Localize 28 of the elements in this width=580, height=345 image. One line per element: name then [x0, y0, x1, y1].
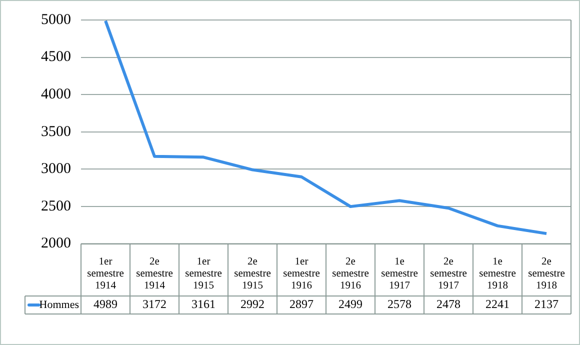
x-tick-label: 1e semestre 1917 [381, 256, 418, 292]
y-tick-label: 3500 [41, 124, 71, 140]
data-label: 2478 [436, 297, 460, 312]
y-tick-label: 5000 [41, 12, 71, 28]
x-tick-label: 2e semestre 1916 [332, 256, 370, 292]
x-tick-label: 2e semestre 1914 [136, 256, 174, 292]
data-label: 3161 [192, 297, 216, 312]
x-tick-label: 2e semestre 1918 [528, 256, 566, 292]
data-label: 3172 [142, 297, 166, 312]
legend-label: Hommes [39, 298, 79, 311]
y-tick-label: 4500 [41, 49, 71, 66]
x-tick-label: 1e semestre 1918 [479, 256, 516, 292]
y-tick-label: 2000 [41, 236, 71, 252]
data-label: 2897 [290, 297, 314, 312]
y-tick-label: 4000 [41, 86, 71, 103]
y-tick-label: 2500 [41, 198, 71, 214]
data-label: 4989 [94, 297, 118, 312]
x-tick-label: 1er semestre 1916 [283, 256, 320, 292]
data-label: 2499 [338, 297, 362, 312]
x-tick-label: 2e semestre 1915 [234, 256, 272, 292]
x-tick-label: 2e semestre 1917 [430, 256, 468, 292]
data-label: 2137 [534, 297, 558, 312]
x-tick-label: 1er semestre 1915 [185, 256, 222, 292]
x-tick-label: 1er semestre 1914 [87, 256, 124, 292]
y-tick-label: 3000 [41, 161, 71, 178]
data-label: 2992 [240, 297, 264, 312]
data-label: 2241 [486, 297, 510, 312]
data-label: 2578 [388, 297, 412, 312]
